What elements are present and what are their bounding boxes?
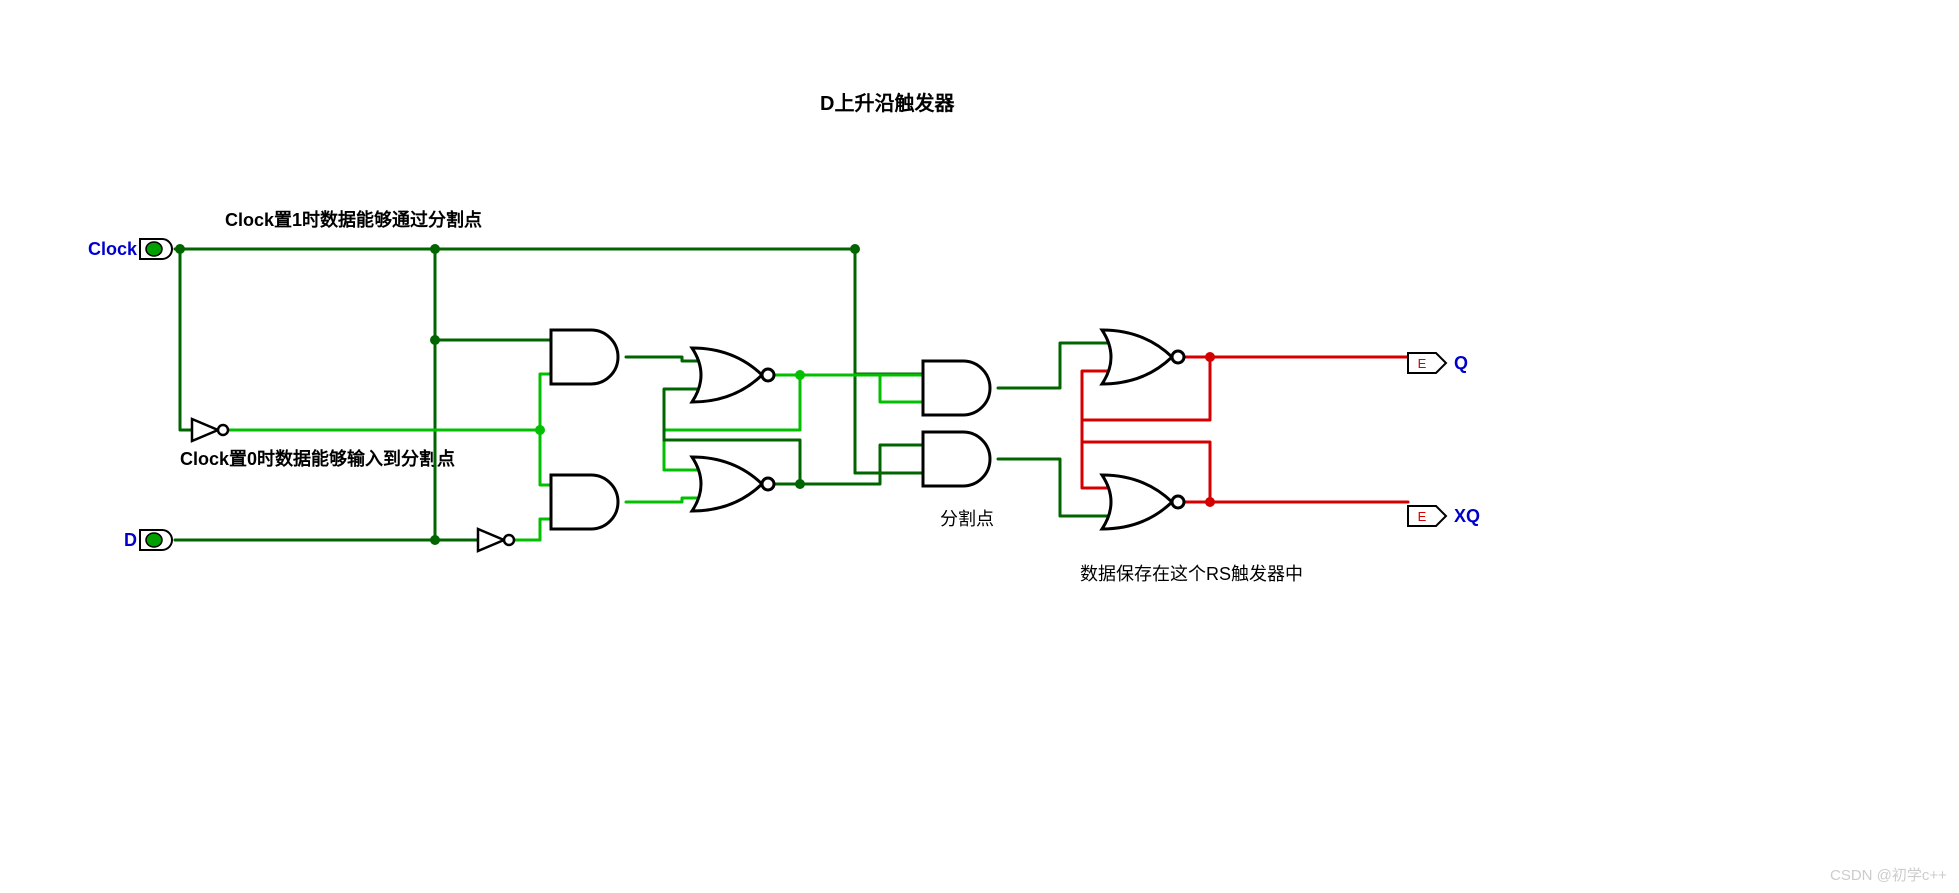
and-gate-1 bbox=[551, 330, 618, 384]
nor-gate-2 bbox=[692, 457, 774, 511]
wire bbox=[1082, 357, 1210, 488]
wire bbox=[626, 357, 698, 361]
output-probe: EQ bbox=[1408, 353, 1468, 373]
output-probe: E XQ bbox=[1408, 506, 1480, 526]
wire bbox=[180, 249, 192, 430]
not-gate-1 bbox=[192, 419, 228, 441]
pin-label: XQ bbox=[1454, 506, 1480, 526]
wire bbox=[855, 249, 923, 374]
pin-label: Q bbox=[1454, 353, 1468, 373]
wire bbox=[998, 343, 1108, 388]
input-pin: Clock bbox=[88, 239, 172, 259]
annotation: 分割点 bbox=[940, 509, 994, 529]
pin-label: Clock bbox=[88, 239, 138, 259]
annotation: Clock置0时数据能够输入到分割点 bbox=[180, 448, 455, 469]
wire bbox=[800, 445, 923, 484]
annotation: Clock置1时数据能够通过分割点 bbox=[225, 209, 482, 230]
nor-gate-3 bbox=[1102, 330, 1184, 384]
probe-glyph: E bbox=[1418, 356, 1427, 371]
wire bbox=[1082, 371, 1210, 502]
and-gate-2 bbox=[551, 475, 618, 529]
and-gate-3 bbox=[923, 361, 990, 415]
watermark: CSDN @初学c++ bbox=[1830, 867, 1947, 884]
pin-label: D bbox=[124, 530, 137, 550]
junction-dot bbox=[430, 535, 440, 545]
nor-gate-4 bbox=[1102, 475, 1184, 529]
probe-glyph: E bbox=[1418, 509, 1427, 524]
junction-dot bbox=[175, 244, 185, 254]
wire bbox=[540, 430, 551, 485]
wire bbox=[514, 519, 551, 540]
not-gate-2 bbox=[478, 529, 514, 551]
wire bbox=[540, 374, 551, 430]
wire bbox=[800, 375, 923, 402]
and-gate-4 bbox=[923, 432, 990, 486]
annotation: 数据保存在这个RS触发器中 bbox=[1080, 564, 1303, 584]
diagram-title: D上升沿触发器 bbox=[820, 91, 955, 115]
input-pin: D bbox=[124, 530, 172, 550]
circuit-diagram: D上升沿触发器 Clock置1时数据能够通过分割点 Clock置0时数据能够输入到分… bbox=[0, 0, 1959, 893]
wire bbox=[626, 498, 698, 502]
wire bbox=[800, 375, 923, 402]
nor-gate-1 bbox=[692, 348, 774, 402]
